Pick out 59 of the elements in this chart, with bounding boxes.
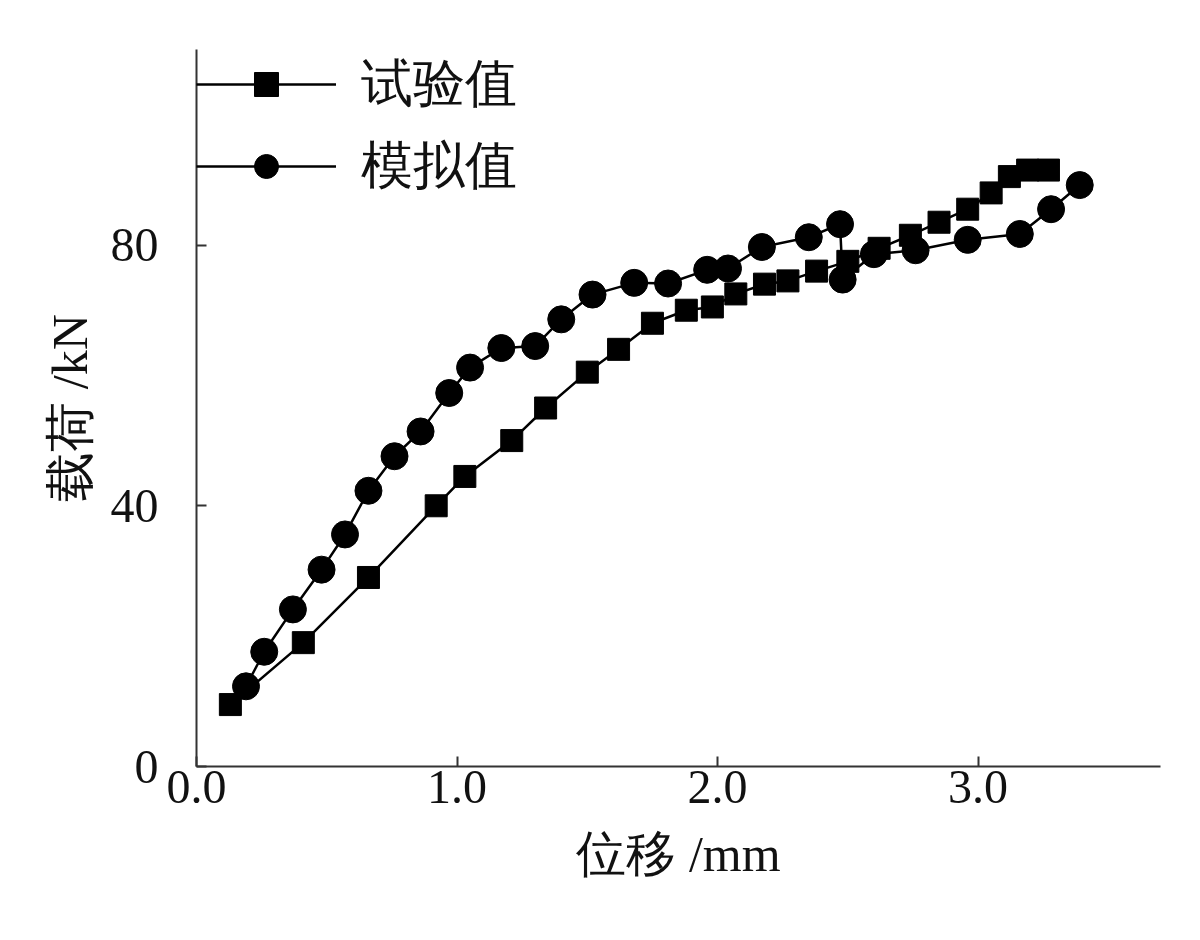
point — [1037, 195, 1066, 224]
point — [714, 254, 742, 283]
point — [747, 233, 776, 261]
point — [547, 305, 576, 334]
y-tick-label: 40 — [110, 478, 159, 532]
point — [1036, 158, 1060, 182]
point — [805, 259, 829, 283]
point — [218, 693, 242, 717]
x-tick-label: 1.0 — [427, 759, 488, 813]
y-tick-label: 0 — [134, 739, 159, 793]
y-axis-title: 载荷 /kN — [41, 314, 98, 502]
y-tick-label: 80 — [110, 218, 159, 272]
point — [828, 265, 857, 294]
point — [607, 337, 631, 361]
point — [927, 210, 951, 234]
point — [575, 360, 599, 384]
point — [794, 223, 823, 252]
point — [578, 280, 607, 309]
point — [859, 240, 888, 269]
point — [354, 476, 383, 505]
point — [456, 353, 485, 382]
x-tick-label: 3.0 — [948, 759, 1009, 813]
point — [640, 311, 664, 335]
point — [1065, 171, 1094, 200]
point — [521, 332, 550, 361]
point — [674, 298, 698, 322]
legend-label: 试验值 — [361, 54, 517, 114]
point — [453, 464, 477, 488]
point — [291, 631, 315, 655]
point — [534, 396, 558, 420]
x-tick-label: 2.0 — [687, 759, 748, 813]
point — [278, 595, 307, 624]
point — [1016, 158, 1040, 182]
point — [356, 565, 380, 589]
point — [979, 181, 1003, 205]
point — [424, 494, 448, 518]
point — [620, 268, 649, 297]
x-tick-label: 0.0 — [166, 759, 227, 813]
point — [776, 269, 800, 293]
point — [752, 272, 776, 296]
point — [1005, 219, 1034, 248]
point — [307, 555, 336, 584]
point — [331, 520, 360, 549]
point — [901, 236, 930, 265]
point — [250, 637, 279, 666]
point — [654, 269, 683, 298]
point — [956, 197, 980, 221]
point — [406, 417, 435, 446]
point — [380, 442, 409, 471]
point — [435, 379, 464, 407]
point — [700, 295, 724, 319]
point — [826, 210, 855, 239]
point — [487, 334, 516, 363]
x-axis-title: 位移 /mm — [576, 825, 781, 882]
point — [724, 282, 748, 306]
point — [953, 225, 982, 254]
point — [500, 429, 524, 453]
legend-label: 模拟值 — [361, 136, 517, 196]
point — [232, 672, 260, 701]
